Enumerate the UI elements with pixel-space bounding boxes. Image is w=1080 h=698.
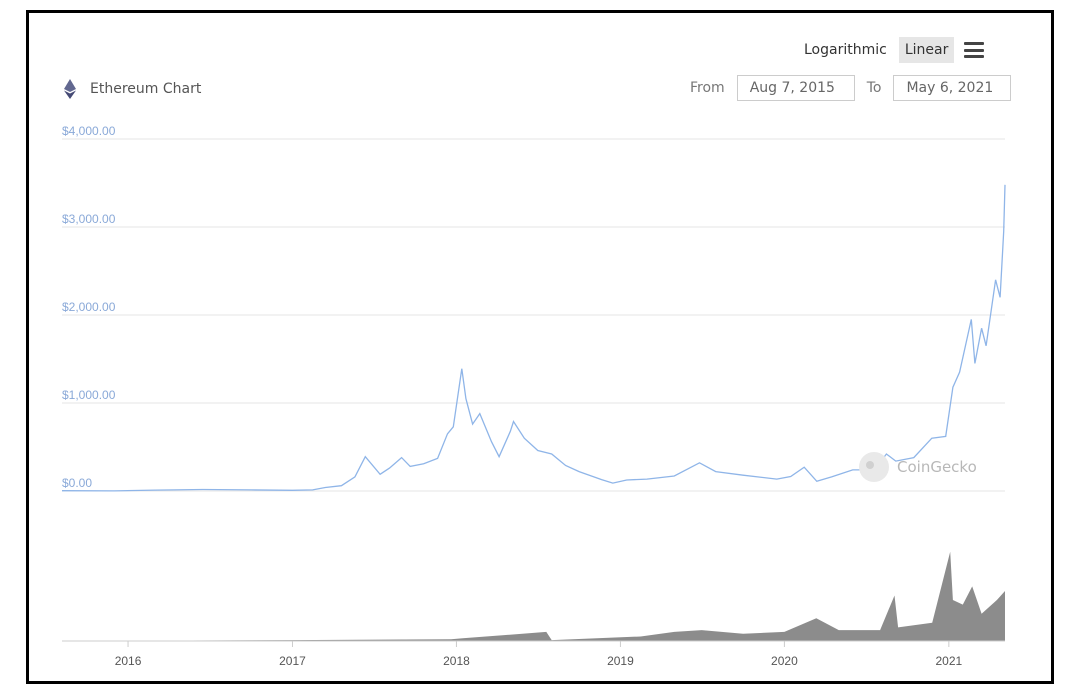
x-tick-label: 2016 <box>115 654 142 668</box>
from-date-input[interactable]: Aug 7, 2015 <box>736 75 855 101</box>
coingecko-watermark: CoinGecko <box>859 452 977 482</box>
chart-frame <box>26 10 1054 684</box>
linear-button[interactable]: Linear <box>898 37 955 63</box>
x-tick-label: 2017 <box>279 654 306 668</box>
x-tick-label: 2021 <box>935 654 962 668</box>
scale-toolbar: Logarithmic Linear <box>798 35 985 65</box>
from-label: From <box>690 80 725 96</box>
ethereum-icon <box>64 79 76 99</box>
coingecko-logo-icon <box>859 452 889 482</box>
gridlines <box>62 138 1005 492</box>
to-label: To <box>866 80 882 96</box>
to-date-input[interactable]: May 6, 2021 <box>893 75 1012 101</box>
chart-title-text: Ethereum Chart <box>90 81 202 97</box>
y-axis: $0.00 $1,000.00 $2,000.00 $3,000.00 $4,000.0… <box>62 124 116 490</box>
menu-icon[interactable] <box>964 42 985 58</box>
x-tick-label: 2020 <box>771 654 798 668</box>
y-tick-label: $2,000.00 <box>62 300 116 314</box>
y-tick-label: $1,000.00 <box>62 388 116 402</box>
x-tick-label: 2019 <box>607 654 634 668</box>
x-tick-label: 2018 <box>443 654 470 668</box>
price-line <box>61 184 1006 492</box>
date-range: From Aug 7, 2015 To May 6, 2021 <box>690 75 1012 101</box>
y-tick-label: $3,000.00 <box>62 212 116 226</box>
logarithmic-button[interactable]: Logarithmic <box>804 42 887 58</box>
coingecko-eye <box>866 461 874 469</box>
y-tick-label: $0.00 <box>62 476 92 490</box>
watermark-text: CoinGecko <box>897 458 977 476</box>
chart-title: Ethereum Chart <box>64 79 201 99</box>
x-axis: 2016 2017 2018 2019 2020 2021 <box>115 641 963 668</box>
y-tick-label: $4,000.00 <box>62 124 116 138</box>
volume-area <box>62 551 1005 641</box>
